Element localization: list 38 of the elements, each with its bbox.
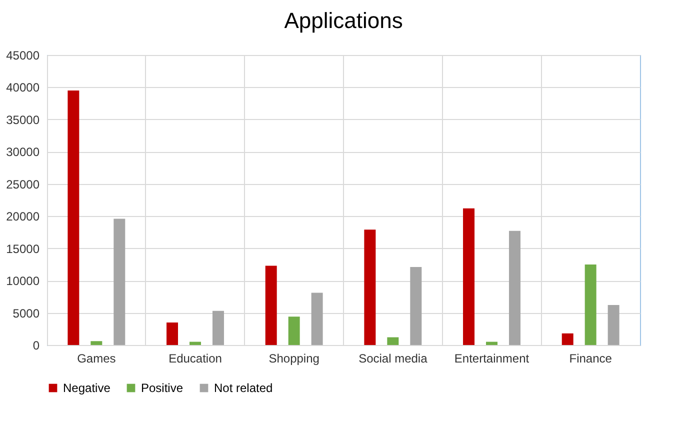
y-tick-label: 45000 — [6, 48, 40, 62]
x-tick-label: Games — [77, 352, 116, 366]
y-tick-label: 20000 — [6, 210, 40, 224]
y-tick-label: 0 — [32, 338, 40, 352]
bar — [508, 230, 520, 345]
y-tick-label: 40000 — [6, 80, 40, 95]
x-tick-label: Finance — [569, 352, 612, 366]
legend-label: Negative — [63, 381, 111, 395]
legend-label: Not related — [214, 381, 273, 395]
y-tick-label: 5000 — [12, 306, 40, 320]
bar — [463, 208, 475, 345]
chart-title: Applications — [284, 8, 403, 33]
x-tick-label: Education — [168, 352, 222, 366]
bar — [212, 310, 224, 345]
bar — [68, 90, 80, 345]
x-tick-label: Social media — [358, 352, 428, 366]
bar — [114, 218, 126, 345]
y-tick-label: 30000 — [6, 145, 40, 160]
bar — [265, 266, 277, 345]
x-tick-label: Shopping — [268, 352, 320, 366]
y-tick-label: 15000 — [6, 242, 40, 256]
bar — [190, 342, 201, 345]
y-tick-label: 25000 — [6, 177, 40, 192]
bar — [90, 341, 102, 345]
bar — [288, 316, 300, 345]
y-tick-label: 10000 — [6, 274, 40, 288]
bar — [486, 342, 498, 345]
bar — [410, 267, 422, 345]
bar — [387, 337, 399, 345]
bar — [562, 333, 574, 345]
bar — [311, 292, 323, 345]
x-tick-label: Entertainment — [454, 352, 530, 366]
bar — [608, 305, 620, 345]
y-tick-label: 35000 — [6, 112, 40, 127]
bar — [364, 230, 376, 345]
legend-label: Positive — [141, 381, 184, 395]
bar — [166, 322, 178, 345]
bar — [584, 264, 596, 345]
